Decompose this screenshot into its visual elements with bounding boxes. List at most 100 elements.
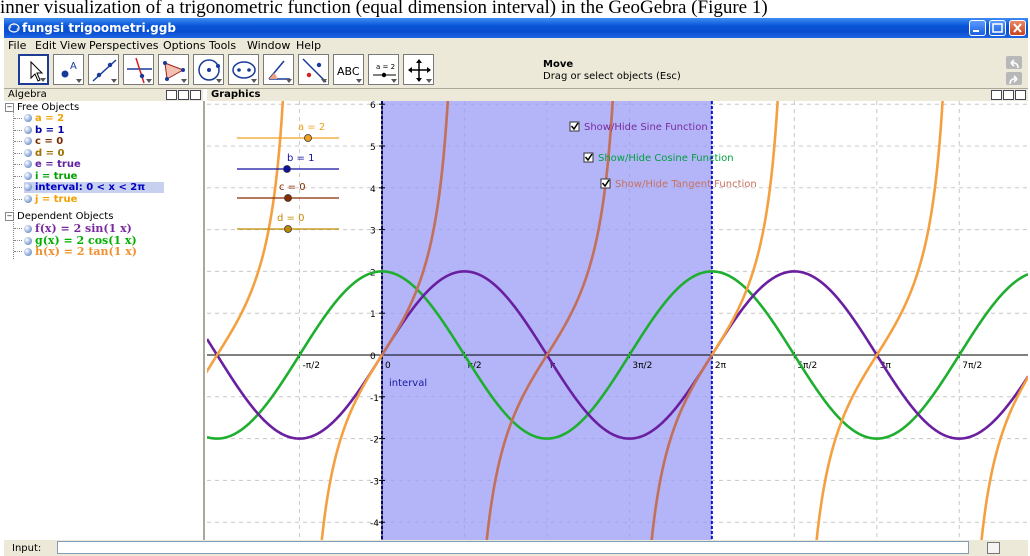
tangent-curve-in-interval[interactable]	[380, 101, 450, 356]
close-view-icon[interactable]	[190, 90, 201, 100]
input-help-icon[interactable]	[987, 542, 1000, 554]
checkbox[interactable]	[569, 121, 580, 132]
undo-button[interactable]	[1006, 56, 1022, 69]
slider-tool-button[interactable]: a = 2	[368, 54, 399, 85]
algebra-dependent-item[interactable]: f(x) = 2 sin(1 x)	[24, 223, 132, 235]
algebra-dependent-item[interactable]: g(x) = 2 cos(1 x)	[24, 235, 137, 247]
algebra-free-item[interactable]: c = 0	[24, 136, 63, 147]
visibility-toggle-icon[interactable]	[24, 183, 32, 191]
menu-tools[interactable]: Tools	[209, 39, 237, 52]
window-titlebar[interactable]: fungsi trigoometri.ggb	[4, 18, 1028, 38]
checkbox[interactable]	[583, 152, 594, 163]
algebra-free-item[interactable]: j = true	[24, 194, 77, 205]
input-field[interactable]	[57, 541, 969, 554]
visibility-toggle-icon[interactable]	[24, 225, 32, 233]
menu-dropdown-icon[interactable]	[991, 90, 1002, 100]
algebra-free-item[interactable]: e = true	[24, 159, 81, 170]
visibility-toggle-icon[interactable]	[24, 114, 32, 122]
slider-label: b = 1	[287, 153, 314, 164]
menu-dropdown-icon[interactable]	[166, 90, 177, 100]
menu-perspectives[interactable]: Perspectives	[89, 39, 159, 52]
slider-label: a = 2	[298, 122, 325, 133]
tangent-curve[interactable]	[815, 101, 944, 540]
menu-file[interactable]: File	[8, 39, 27, 52]
redo-button[interactable]	[1006, 72, 1022, 85]
menu-help[interactable]: Help	[296, 39, 322, 52]
input-bar: Input:	[4, 540, 1028, 556]
document-caption: inner visualization of a trigonometric f…	[0, 0, 768, 18]
geogebra-icon	[8, 22, 20, 33]
tangent-curve-in-interval[interactable]	[485, 101, 615, 540]
move-graphics-tool-button[interactable]	[403, 54, 434, 85]
sine-curve[interactable]	[207, 270, 1028, 440]
visibility-toggle-icon[interactable]	[24, 137, 32, 145]
visibility-toggle-icon[interactable]	[24, 248, 32, 256]
slider-icon: a = 2	[373, 63, 396, 78]
visibility-toggle-icon[interactable]	[24, 236, 32, 245]
circle-icon	[198, 59, 220, 81]
menu-edit[interactable]: Edit	[35, 39, 57, 52]
algebra-item-text: b = 1	[35, 124, 65, 136]
visibility-toggle-icon[interactable]	[24, 194, 32, 203]
algebra-free-item[interactable]: i = true	[24, 171, 77, 182]
menu-options[interactable]: Options	[163, 39, 206, 52]
circle-tool-button[interactable]	[193, 54, 224, 85]
perpendicular-tool-button[interactable]	[123, 54, 154, 85]
tangent-curve[interactable]	[980, 101, 1028, 540]
x-tick-label: -π/2	[303, 361, 320, 371]
line-icon	[92, 59, 117, 82]
undock-icon[interactable]	[1003, 90, 1014, 100]
checkbox[interactable]	[600, 178, 611, 189]
slider-handle[interactable]	[304, 134, 312, 142]
cosine-curve[interactable]	[207, 270, 1028, 440]
visibility-toggle-icon[interactable]	[24, 148, 32, 157]
angle-tool-button[interactable]	[263, 54, 294, 85]
polygon-tool-button[interactable]	[158, 54, 189, 85]
x-tick-label: π/2	[467, 361, 481, 371]
redo-icon	[1009, 75, 1018, 85]
visibility-toggle-icon[interactable]	[24, 160, 32, 168]
tangent-curve-in-interval[interactable]	[650, 354, 713, 540]
graphics-view[interactable]: -π/2 0 π/2 π 3π/2 2π 5π/2 3π 7π/26543210-1-2-3-4…	[207, 101, 1028, 540]
minimize-button[interactable]	[969, 20, 986, 36]
checkbox-label: Show/Hide Cosine Function	[598, 153, 734, 164]
collapse-icon[interactable]: −	[5, 211, 14, 221]
text-tool-button[interactable]: ABC	[333, 54, 364, 85]
algebra-title: Algebra	[8, 89, 47, 100]
conic-tool-button[interactable]	[228, 54, 259, 85]
visibility-toggle-icon[interactable]	[24, 125, 32, 134]
algebra-dependent-item[interactable]: h(x) = 2 tan(1 x)	[24, 246, 137, 258]
algebra-free-item[interactable]: a = 2	[24, 113, 64, 124]
line-tool-button[interactable]	[88, 54, 119, 85]
menu-window[interactable]: Window	[247, 39, 291, 52]
dependent-objects-group[interactable]: − Dependent Objects	[5, 211, 114, 222]
menu-view[interactable]: View	[60, 39, 87, 52]
reflect-tool-button[interactable]	[298, 54, 329, 85]
move-tool-button[interactable]	[18, 54, 49, 85]
visibility-toggle-icon[interactable]	[24, 171, 32, 180]
tangent-curve[interactable]	[207, 101, 285, 540]
graphics-view-header: Graphics	[207, 89, 1028, 101]
slider-handle[interactable]	[284, 225, 292, 233]
interval-region[interactable]	[382, 101, 712, 540]
slider-label: c = 0	[279, 182, 306, 193]
slider-handle[interactable]	[284, 194, 292, 202]
undock-icon[interactable]	[178, 90, 189, 100]
slider-handle[interactable]	[283, 165, 291, 173]
interval-label: interval	[389, 378, 427, 389]
algebra-free-item[interactable]: d = 0	[24, 148, 64, 159]
collapse-icon[interactable]: −	[5, 102, 14, 112]
close-button[interactable]	[1009, 20, 1026, 36]
algebra-free-item[interactable]: interval: 0 < x < 2π	[24, 182, 164, 193]
svg-text:a = 2: a = 2	[376, 63, 395, 71]
y-tick-label: 5	[370, 143, 376, 153]
maximize-button[interactable]	[989, 20, 1006, 36]
move-graphics-icon	[408, 59, 431, 82]
free-objects-group[interactable]: − Free Objects	[5, 102, 80, 113]
point-tool-button[interactable]: A	[53, 54, 84, 85]
close-view-icon[interactable]	[1015, 90, 1026, 100]
algebra-free-item[interactable]: b = 1	[24, 125, 64, 136]
y-tick-label: 0	[370, 352, 376, 362]
conic-icon	[232, 61, 256, 79]
